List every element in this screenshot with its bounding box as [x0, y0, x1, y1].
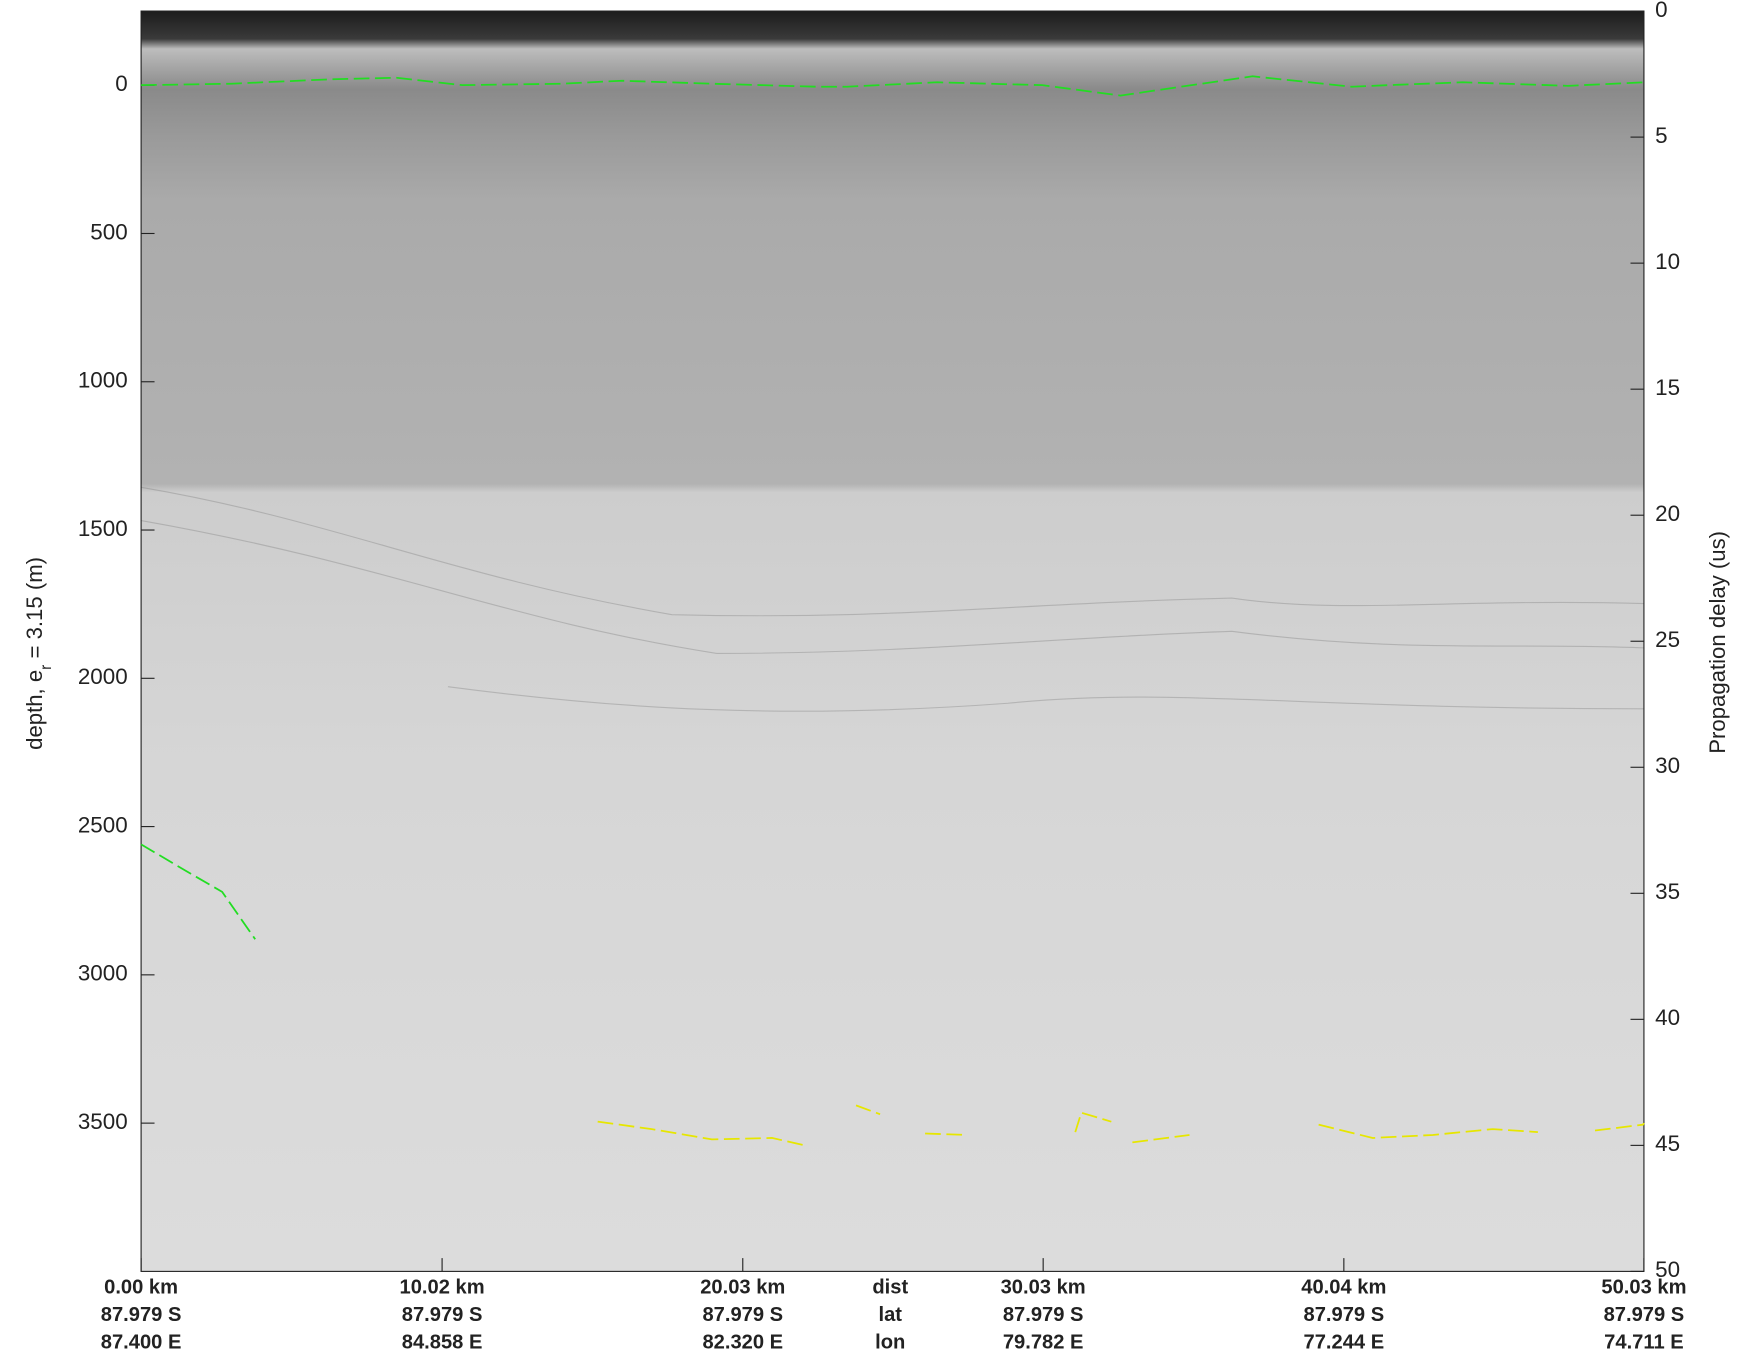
y2-tick-label: 25 [1655, 627, 1680, 652]
row-title: lon [875, 1332, 905, 1354]
y2-tick-label: 50 [1655, 1257, 1680, 1282]
y2-tick-label: 45 [1655, 1131, 1680, 1156]
y-tick-label: 1500 [78, 516, 128, 541]
y-tick-label: 2500 [78, 813, 128, 838]
y-tick-label: 3500 [78, 1109, 128, 1134]
y2-tick-label: 0 [1655, 0, 1667, 22]
x-tick-label: 0.00 km [104, 1276, 178, 1298]
y-axis-label-part: = 3.15 (m) [22, 557, 47, 665]
y2-tick-label: 40 [1655, 1005, 1680, 1030]
x-tick-label: 50.03 km [1601, 1276, 1686, 1298]
lon-label: 79.782 E [1003, 1332, 1084, 1354]
row-title: lat [879, 1304, 903, 1326]
lon-label: 87.400 E [101, 1332, 182, 1354]
lat-label: 87.979 S [1304, 1304, 1385, 1326]
lat-label: 87.979 S [1604, 1304, 1685, 1326]
x-tick-label: 40.04 km [1301, 1276, 1386, 1298]
x-tick-label: 30.03 km [1001, 1276, 1086, 1298]
lon-label: 74.711 E [1604, 1332, 1684, 1354]
pick-line [597, 1104, 1645, 1147]
lat-label: 87.979 S [101, 1304, 182, 1326]
y2-tick-label: 15 [1655, 375, 1680, 400]
y-tick-label: 1000 [78, 368, 128, 393]
pick-line [140, 843, 256, 940]
lat-label: 87.979 S [402, 1304, 483, 1326]
lat-label: 87.979 S [1003, 1304, 1084, 1326]
y2-tick-label: 20 [1655, 501, 1680, 526]
lon-label: 82.320 E [702, 1332, 783, 1354]
y-axis-label: depth, er = 3.15 (m) [22, 557, 56, 750]
y2-tick-label: 10 [1655, 249, 1680, 274]
y2-tick-label: 5 [1655, 123, 1667, 148]
y-tick-label: 3000 [78, 961, 128, 986]
internal-layers [141, 486, 1644, 712]
x-tick-label: 10.02 km [400, 1276, 485, 1298]
y-tick-label: 500 [90, 219, 127, 244]
lon-label: 77.244 E [1304, 1332, 1385, 1354]
y2-tick-label: 35 [1655, 879, 1680, 904]
y2-tick-label: 30 [1655, 753, 1680, 778]
x-tick-label: 20.03 km [700, 1276, 785, 1298]
y-axis-label-subscript: r [38, 665, 55, 670]
pick-line [141, 75, 1644, 97]
echogram-image [141, 11, 1644, 1272]
row-title: dist [872, 1276, 908, 1298]
y2-axis-label: Propagation delay (us) [1705, 531, 1730, 754]
lat-label: 87.979 S [702, 1304, 783, 1326]
y-axis-label-part: depth, e [22, 670, 47, 750]
y-tick-label: 2000 [78, 664, 128, 689]
y-tick-label: 0 [115, 71, 127, 96]
lon-label: 84.858 E [402, 1332, 483, 1354]
